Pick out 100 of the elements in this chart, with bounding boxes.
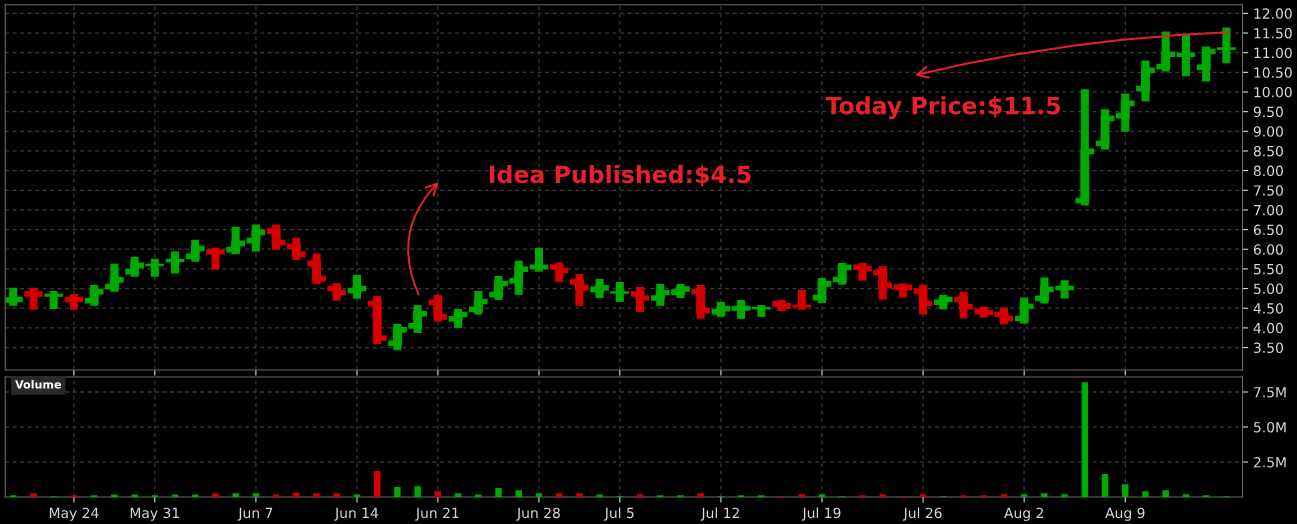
y-tick-label: 4.00 bbox=[1253, 322, 1283, 334]
y-tick-label: 9.50 bbox=[1253, 106, 1283, 118]
bar bbox=[576, 493, 583, 498]
bar bbox=[1162, 490, 1169, 498]
y-tick-label: 12.00 bbox=[1254, 8, 1292, 19]
y-tick-label: 6.50 bbox=[1253, 224, 1283, 236]
bar bbox=[313, 493, 320, 498]
y-tick-label: 5.00 bbox=[1254, 283, 1283, 295]
candlestick bbox=[913, 284, 933, 315]
x-tick-label: Jun 7 bbox=[237, 507, 273, 521]
candlestick bbox=[549, 262, 569, 282]
bar bbox=[636, 494, 644, 498]
x-tick-label: May 24 bbox=[49, 507, 99, 521]
bar bbox=[697, 493, 704, 498]
candlestick bbox=[610, 281, 630, 302]
x-tick-label: Aug 2 bbox=[1004, 507, 1043, 521]
annotation: Idea Published:$4.5 bbox=[489, 164, 751, 187]
candlestick bbox=[590, 278, 609, 298]
bar bbox=[879, 494, 886, 498]
candlestick bbox=[226, 226, 245, 255]
candlestick bbox=[812, 277, 832, 304]
candlestick bbox=[1014, 297, 1034, 324]
candlestick bbox=[1176, 34, 1196, 77]
bar bbox=[1182, 494, 1190, 498]
y-tick-label: 4.50 bbox=[1253, 303, 1283, 314]
bar bbox=[515, 490, 522, 498]
candlestick bbox=[731, 299, 751, 319]
bar bbox=[495, 487, 502, 498]
x-tick-label: Jun 28 bbox=[516, 507, 560, 521]
x-tick-label: Jul 5 bbox=[604, 507, 634, 521]
candlestick bbox=[5, 287, 23, 306]
bar bbox=[434, 491, 442, 498]
bar bbox=[293, 492, 300, 498]
bar bbox=[171, 494, 179, 498]
bar bbox=[454, 493, 462, 498]
bar bbox=[111, 494, 118, 498]
bar bbox=[252, 493, 260, 498]
candlestick bbox=[954, 291, 973, 319]
bar bbox=[1000, 494, 1008, 498]
candlestick bbox=[570, 274, 589, 306]
candlestick bbox=[206, 247, 225, 270]
x-tick-label: Jul 12 bbox=[700, 507, 739, 521]
candlestick bbox=[448, 309, 468, 328]
bar bbox=[1142, 491, 1149, 498]
y-tick-label: 11.00 bbox=[1254, 47, 1292, 59]
y-tick-label: 9.00 bbox=[1253, 126, 1283, 137]
bar bbox=[798, 494, 806, 498]
candlestick bbox=[307, 253, 326, 284]
y-tick-label: 6.00 bbox=[1253, 244, 1283, 255]
candlestick bbox=[1196, 46, 1216, 82]
y-tick-label: 7.50 bbox=[1254, 185, 1283, 196]
bar bbox=[394, 487, 401, 498]
y-tick-label: 5.0M bbox=[1254, 421, 1286, 433]
x-tick-label: Jun 14 bbox=[334, 507, 379, 521]
y-tick-label: 10.00 bbox=[1254, 86, 1292, 98]
candlestick bbox=[105, 263, 124, 292]
bar bbox=[414, 486, 421, 498]
candlestick bbox=[286, 237, 306, 260]
y-tick-label: 7.00 bbox=[1254, 204, 1283, 216]
candlestick bbox=[468, 290, 488, 315]
bar bbox=[232, 493, 239, 498]
y-tick-label: 10.50 bbox=[1254, 67, 1292, 78]
bar bbox=[1020, 494, 1028, 498]
chart-title: Volume bbox=[15, 380, 61, 389]
y-tick-label: 5.50 bbox=[1254, 263, 1283, 275]
y-tick-label: 11.50 bbox=[1254, 27, 1292, 39]
candlestick bbox=[630, 286, 650, 313]
bar bbox=[596, 494, 603, 498]
bar bbox=[535, 493, 543, 498]
candlestick bbox=[185, 239, 205, 262]
bar bbox=[272, 494, 280, 498]
y-tick-label: 8.00 bbox=[1253, 165, 1283, 177]
candlestick bbox=[428, 294, 448, 322]
candlestick bbox=[691, 285, 711, 319]
bar bbox=[555, 493, 563, 498]
bar bbox=[919, 494, 927, 498]
bar bbox=[1122, 484, 1129, 498]
bar bbox=[373, 471, 381, 498]
candlestick bbox=[1115, 93, 1135, 132]
x-tick-label: May 31 bbox=[130, 507, 179, 521]
candlestick bbox=[1217, 27, 1236, 64]
bar bbox=[475, 494, 482, 498]
y-tick-label: 3.50 bbox=[1254, 342, 1283, 354]
bar bbox=[1101, 474, 1109, 498]
bar bbox=[1081, 382, 1089, 498]
y-tick-label: 8.50 bbox=[1253, 145, 1283, 157]
x-tick-label: Jun 21 bbox=[415, 507, 459, 521]
bar bbox=[818, 494, 826, 498]
candlestick bbox=[246, 224, 266, 252]
bar bbox=[333, 493, 340, 498]
bar bbox=[30, 493, 37, 498]
bar bbox=[1061, 494, 1068, 498]
x-tick-label: Aug 9 bbox=[1105, 507, 1145, 521]
candlestick bbox=[266, 224, 286, 250]
bar bbox=[353, 494, 361, 498]
bar bbox=[192, 494, 199, 498]
y-tick-label: 7.5M bbox=[1254, 387, 1286, 398]
annotation: Today Price:$11.5 bbox=[825, 96, 1060, 120]
x-tick-label: Jul 19 bbox=[801, 507, 841, 521]
candlestick bbox=[84, 285, 104, 306]
